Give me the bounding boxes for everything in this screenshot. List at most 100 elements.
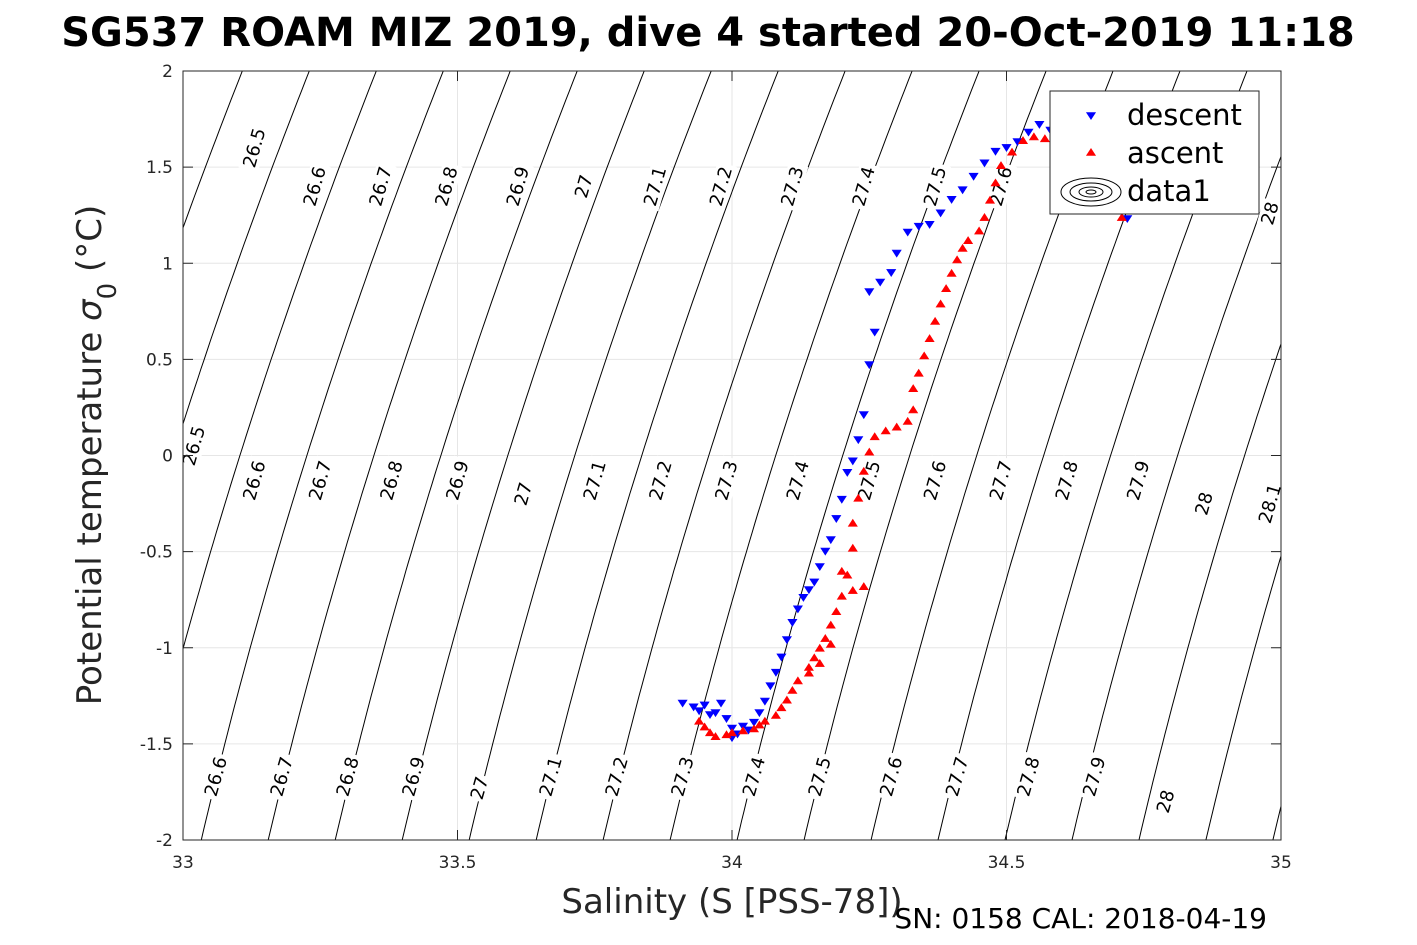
contour-label: 27.2 [705, 161, 737, 212]
ascent-point [891, 422, 902, 431]
ascent-point [825, 620, 836, 629]
descent-point [902, 228, 913, 237]
axes-box [182, 70, 1282, 841]
contour-label: 26.9 [397, 751, 430, 802]
svg-text:26.8: 26.8 [376, 458, 407, 502]
y-tick-label: -0.5 [140, 543, 173, 563]
svg-text:27.7: 27.7 [986, 458, 1017, 502]
contour-line [803, 71, 1047, 840]
ascent-point [858, 582, 869, 591]
contour-label: 27.2 [644, 455, 677, 506]
contour-line [401, 71, 645, 840]
descent-point [1001, 144, 1012, 152]
contour-label: 27.3 [666, 751, 699, 802]
contour-label: 27.9 [1122, 455, 1154, 506]
contour-label: 27.4 [738, 751, 770, 802]
ascent-point [864, 447, 875, 456]
ascent-point [748, 724, 760, 733]
ascent-point [913, 368, 924, 377]
descent-point [858, 411, 869, 420]
contour-line [1071, 155, 1281, 840]
ascent-point [704, 728, 716, 737]
contour-label: 27.9 [1078, 751, 1110, 802]
descent-point [770, 668, 781, 677]
ascent-point [952, 255, 963, 264]
descent-point [869, 328, 880, 337]
contour-label: 26.8 [331, 751, 364, 802]
descent-point [754, 709, 765, 718]
legend-descent-marker [1085, 112, 1097, 121]
descent-point [787, 618, 798, 627]
ascent-point [995, 161, 1007, 169]
contour-label: 27.8 [1050, 455, 1083, 506]
descent-point [699, 701, 710, 710]
ascent-point [809, 653, 820, 662]
descent-point [836, 495, 847, 504]
x-tick-label: 35 [1270, 853, 1292, 873]
contour-label: 26.8 [430, 161, 463, 212]
ascent-point [726, 728, 738, 737]
ascent-point [963, 236, 974, 244]
descent-point [715, 699, 727, 708]
svg-text:27.3: 27.3 [667, 755, 698, 799]
x-tick-label: 34 [721, 853, 743, 873]
ascent-point [1028, 132, 1039, 141]
y-tick-label: 0.5 [146, 350, 173, 370]
contour-label: 27.4 [847, 161, 880, 212]
contour-label: 27.6 [875, 751, 907, 802]
y-tick-label: -1 [156, 639, 173, 659]
ascent-point [1039, 134, 1050, 143]
ascent-point [853, 493, 864, 502]
contour-line [1272, 804, 1281, 840]
ascent-point [787, 685, 798, 694]
descent-point [831, 515, 842, 523]
contour-line [1138, 342, 1281, 840]
svg-text:26.8: 26.8 [333, 755, 364, 799]
y-axis-label: Potential temperature σ0 (°C) [70, 205, 123, 705]
descent-point [748, 718, 760, 727]
descent-point [710, 709, 721, 718]
legend-ascent-triangle [1085, 147, 1097, 156]
svg-text:26.9: 26.9 [398, 755, 429, 799]
contour-label: 27.1 [534, 751, 567, 802]
svg-text:27.4: 27.4 [783, 458, 814, 502]
descent-point [913, 222, 924, 231]
descent-point [957, 186, 968, 195]
x-tick-label: 33 [172, 853, 194, 873]
legend-descent-triangle [1085, 112, 1097, 121]
contour-label: 26.5 [238, 123, 270, 173]
ascent-point [930, 316, 941, 325]
ascent-point [880, 426, 891, 435]
svg-text:26.6: 26.6 [201, 755, 232, 799]
svg-text:27.4: 27.4 [739, 755, 770, 799]
contour-label: 27.6 [985, 161, 1017, 212]
svg-text:27.2: 27.2 [645, 458, 676, 502]
legend-contour-icon [1060, 177, 1122, 207]
contour-label: 26.6 [199, 751, 232, 802]
svg-text:27.1: 27.1 [580, 458, 611, 502]
ascent-point [1017, 136, 1029, 144]
descent-point [968, 172, 979, 181]
ascent-point [792, 676, 803, 685]
descent-point [864, 288, 875, 297]
descent-point [847, 457, 858, 466]
ascent-point [858, 466, 869, 475]
ascent-point [869, 432, 880, 441]
contour-line [535, 71, 779, 840]
descent-point [1023, 128, 1034, 137]
ascent-point [957, 243, 968, 252]
svg-text:27.6: 27.6 [920, 458, 951, 502]
x-axis-label: Salinity (S [PSS-78]) [561, 882, 902, 922]
ascent-point [902, 416, 913, 425]
descent-point [809, 578, 820, 587]
svg-text:27.3: 27.3 [711, 458, 742, 502]
svg-text:27.9: 27.9 [1123, 458, 1154, 502]
svg-text:27.8: 27.8 [1052, 458, 1083, 502]
tick-labels: 33 33.5 34 34.5 35 -2 -1.5 -1 -0.5 0 0.5 1 1.5 2 [140, 62, 1292, 873]
ascent-point [710, 732, 721, 741]
descent-point [814, 563, 825, 572]
contour-line [468, 71, 712, 840]
ascent-point [831, 607, 842, 616]
contour-label: 26.6 [238, 455, 270, 506]
contour-label: 27.7 [941, 751, 973, 802]
